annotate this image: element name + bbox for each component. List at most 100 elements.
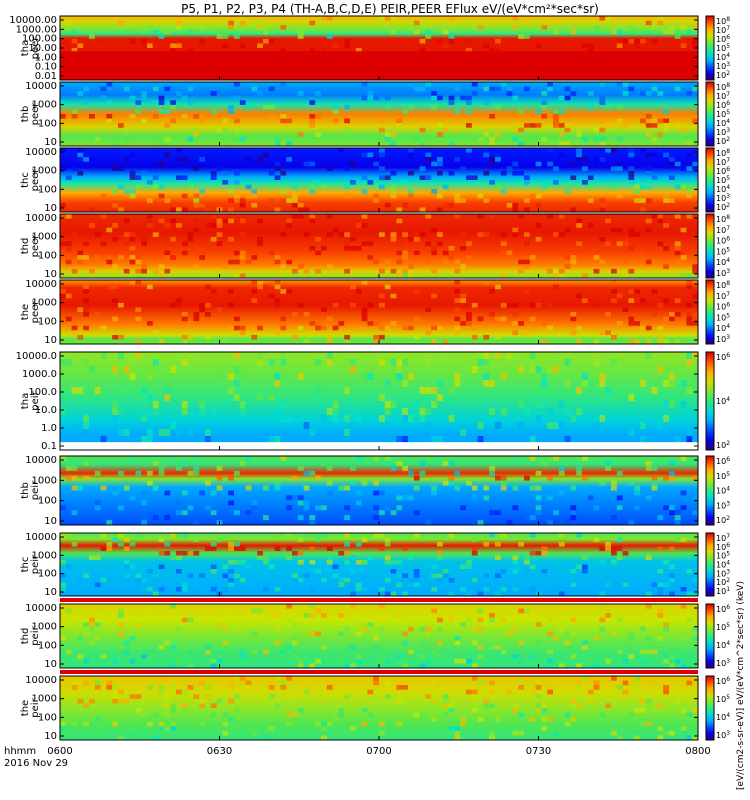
- panel-ylabel: thd: [20, 628, 31, 645]
- spectrogram-panel-8: thc peir 10000 1000 100 10 1071061051041031021…: [20, 532, 730, 598]
- ytick-label: 100.0: [28, 387, 57, 398]
- panel-ylabel: peir: [30, 554, 41, 574]
- ytick-label: 10000: [25, 213, 57, 224]
- xtick-label: 0630: [207, 746, 232, 757]
- spectrogram-panel-7: thb peir 10000 1000 100 10 106 105 104 103 102: [20, 455, 730, 527]
- ytick-label: 10: [44, 516, 57, 527]
- ytick-label: 1000: [32, 100, 57, 111]
- panel-ylabel: tha: [20, 393, 31, 409]
- panel-ylabel: thb: [20, 106, 31, 123]
- ytick-label: 10000.0: [16, 351, 57, 362]
- colorbar: [705, 455, 715, 526]
- colorbar-tick-label: 104: [716, 184, 730, 194]
- colorbar-tick-label: 106: [716, 676, 730, 686]
- saturation-band: [60, 51, 698, 80]
- colorbar: [705, 675, 715, 741]
- panel-ylabel: peir: [30, 480, 41, 500]
- colorbar-tick-label: 107: [716, 91, 730, 101]
- ytick-label: 10: [44, 269, 57, 280]
- ytick-label: 10000: [25, 532, 57, 543]
- ytick-label: 0.1: [41, 441, 57, 452]
- colorbar-tick-label: 102: [716, 440, 730, 450]
- spectrogram-panel-6: tha peir 10000.0 1000.0 100.0 10.0 1.0 0.1 106 10…: [16, 351, 731, 452]
- colorbar-tick-label: 108: [716, 214, 730, 224]
- panel-ylabel: thd: [20, 238, 31, 255]
- colorbar-tick-label: 102: [716, 202, 730, 212]
- colorbar-tick-label: 107: [716, 291, 730, 301]
- ytick-label: 100: [38, 250, 57, 261]
- figure-title: P5, P1, P2, P3, P4 (TH-A,B,C,D,E) PEIR,P…: [181, 2, 599, 16]
- panel-ylabel: the: [20, 700, 31, 716]
- colorbar-tick-label: 103: [716, 658, 730, 668]
- colorbar-tick-label: 104: [716, 640, 730, 650]
- colorbar: [705, 603, 715, 669]
- colorbar-tick-label: 105: [716, 246, 730, 256]
- xtick-label: 0600: [47, 746, 72, 757]
- ytick-label: 0.01: [35, 71, 57, 82]
- xtick-label: 0800: [685, 746, 710, 757]
- colorbar-tick-label: 102: [716, 577, 730, 587]
- colorbar-tick-label: 103: [716, 268, 730, 278]
- date-label: 2016 Nov 29: [4, 758, 68, 769]
- colorbar-tick-label: 104: [716, 118, 730, 128]
- panel-ylabel: the: [20, 304, 31, 320]
- colorbar: [705, 532, 715, 597]
- ytick-label: 1000: [32, 232, 57, 243]
- colorbar-tick-label: 102: [716, 136, 730, 146]
- colorbar-tick-label: 106: [716, 100, 730, 110]
- colorbar-tick-label: 103: [716, 61, 730, 71]
- ytick-label: 10: [44, 659, 57, 670]
- colorbar-tick-label: 107: [716, 25, 730, 35]
- colorbar-tick-label: 105: [716, 43, 730, 53]
- ytick-label: 100: [38, 316, 57, 327]
- panel-ylabel: peer: [30, 234, 41, 258]
- ytick-label: 1000: [32, 550, 57, 561]
- ytick-label: 10000: [25, 675, 57, 686]
- ytick-label: 1000: [32, 298, 57, 309]
- colorbar-tick-label: 106: [716, 236, 730, 246]
- panel-ylabel: thc: [20, 557, 31, 573]
- colorbar-tick-label: 104: [716, 323, 730, 333]
- colorbar-tick-label: 105: [716, 622, 730, 632]
- ytick-label: 10000: [25, 455, 57, 466]
- colorbar-units-label: [eV/(cm2-s-sr-eV)] eV/(eV*cm^2*sec*sr) (…: [736, 581, 746, 790]
- colorbar-tick-label: 107: [716, 533, 730, 543]
- colorbar-tick-label: 101: [716, 586, 730, 596]
- ytick-label: 10000: [25, 603, 57, 614]
- panel-ylabel: peir: [30, 697, 41, 717]
- colorbar-tick-label: 104: [716, 486, 730, 496]
- colorbar-tick-label: 105: [716, 471, 730, 481]
- spectrogram-panel-1: tha peer 10000.001000.00100.0010.001.000.1…: [9, 15, 730, 82]
- ytick-label: 100: [38, 640, 57, 651]
- colorbar-tick-label: 103: [716, 730, 730, 740]
- ytick-label: 10: [44, 587, 57, 598]
- colorbar-tick-label: 105: [716, 551, 730, 561]
- ytick-label: 1000: [32, 166, 57, 177]
- ytick-label: 100: [38, 569, 57, 580]
- colorbar-tick-label: 108: [716, 280, 730, 290]
- panel-ylabel: peer: [30, 168, 41, 192]
- panel-ylabel: peer: [30, 102, 41, 126]
- colorbar-tick-label: 106: [716, 166, 730, 176]
- ytick-label: 10: [44, 203, 57, 214]
- ytick-label: 10000: [25, 81, 57, 92]
- colorbar-tick-label: 105: [716, 694, 730, 704]
- colorbar-tick-label: 106: [716, 302, 730, 312]
- ytick-label: 10.00: [28, 43, 57, 54]
- header-band: [60, 598, 698, 602]
- ytick-label: 100: [38, 712, 57, 723]
- colorbar-tick-label: 104: [716, 396, 730, 406]
- panel-ylabel: peir: [30, 625, 41, 645]
- heatmap-fill: [60, 280, 698, 344]
- ytick-label: 10.0: [35, 405, 57, 416]
- xtick-label: 0700: [366, 746, 391, 757]
- spectrogram-panel-3: thc peer 10000 1000 100 10 1081071061051041031…: [20, 147, 730, 214]
- spectrogram-panel-2: thb peer 10000 1000 100 10 1081071061051041031…: [20, 81, 730, 148]
- ytick-label: 100: [38, 118, 57, 129]
- ytick-label: 10000.00: [9, 15, 57, 26]
- panel-ylabel: tha: [20, 40, 31, 56]
- colorbar-tick-label: 107: [716, 225, 730, 235]
